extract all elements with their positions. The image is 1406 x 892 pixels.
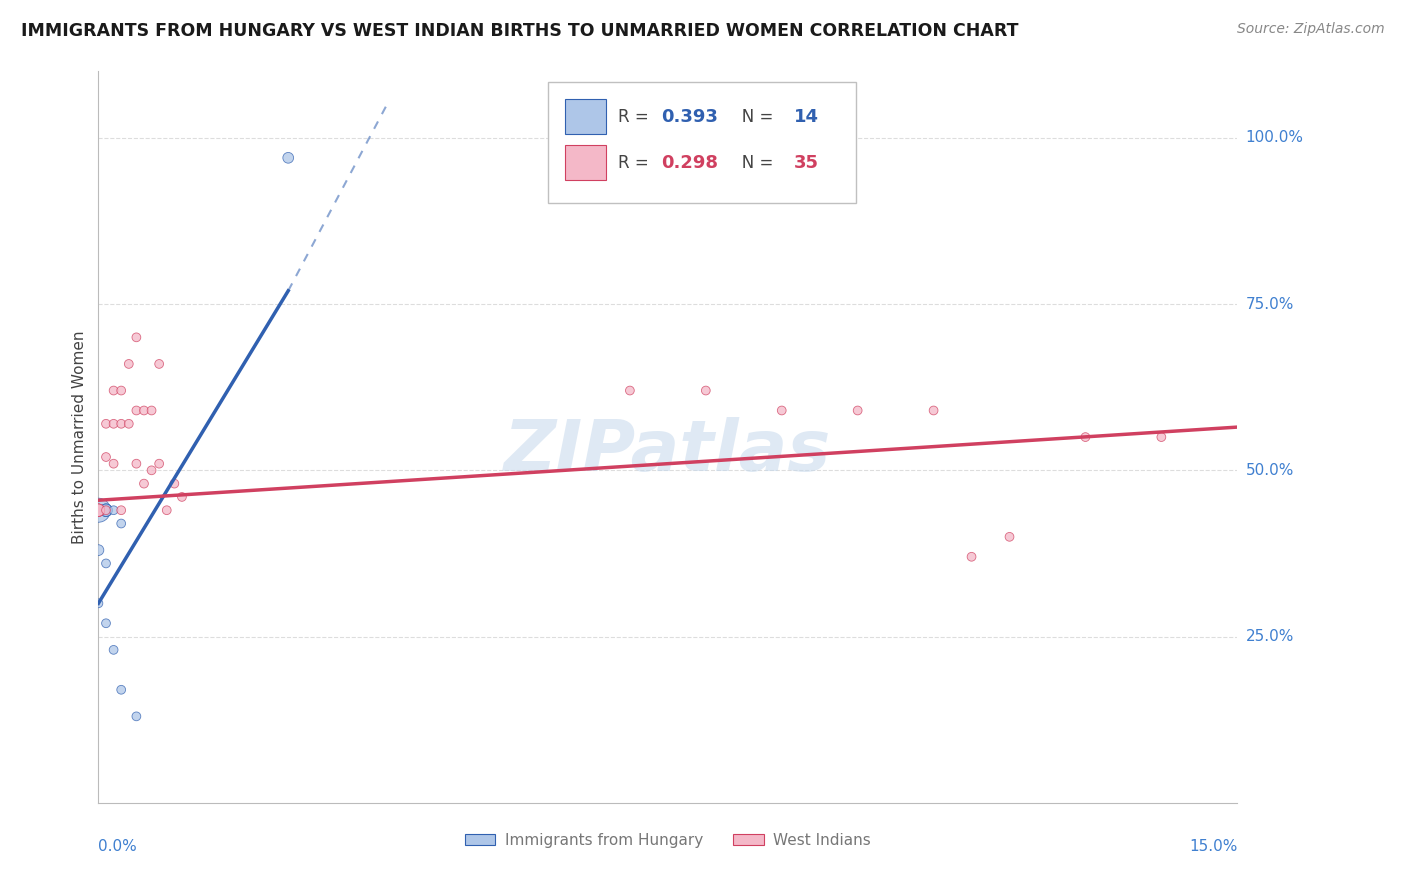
Point xyxy=(110,682,132,697)
Point xyxy=(770,403,793,417)
Legend: Immigrants from Hungary, West Indians: Immigrants from Hungary, West Indians xyxy=(458,827,877,854)
Text: R =: R = xyxy=(617,108,654,126)
Text: 0.0%: 0.0% xyxy=(98,839,138,855)
Text: N =: N = xyxy=(725,153,779,172)
Point xyxy=(87,503,110,517)
Point xyxy=(94,557,117,571)
Point xyxy=(125,709,148,723)
Point xyxy=(94,503,117,517)
Point xyxy=(148,357,170,371)
Text: 35: 35 xyxy=(794,153,820,172)
FancyBboxPatch shape xyxy=(565,145,606,180)
Y-axis label: Births to Unmarried Women: Births to Unmarried Women xyxy=(72,330,87,544)
Point xyxy=(277,151,299,165)
Point xyxy=(94,417,117,431)
Text: 25.0%: 25.0% xyxy=(1246,629,1294,644)
Text: 100.0%: 100.0% xyxy=(1246,130,1303,145)
Text: N =: N = xyxy=(725,108,779,126)
Text: ZIPatlas: ZIPatlas xyxy=(505,417,831,486)
Point xyxy=(846,403,869,417)
Point xyxy=(1150,430,1173,444)
Point xyxy=(1074,430,1097,444)
Point xyxy=(87,543,110,558)
Point xyxy=(103,384,125,398)
Point xyxy=(118,357,141,371)
Point xyxy=(695,384,717,398)
Point xyxy=(94,616,117,631)
Text: Source: ZipAtlas.com: Source: ZipAtlas.com xyxy=(1237,22,1385,37)
Point xyxy=(118,417,141,431)
Point xyxy=(103,503,125,517)
Point xyxy=(103,457,125,471)
Point xyxy=(619,384,641,398)
Point xyxy=(125,457,148,471)
Text: 15.0%: 15.0% xyxy=(1189,839,1237,855)
Text: IMMIGRANTS FROM HUNGARY VS WEST INDIAN BIRTHS TO UNMARRIED WOMEN CORRELATION CHA: IMMIGRANTS FROM HUNGARY VS WEST INDIAN B… xyxy=(21,22,1018,40)
Point xyxy=(103,417,125,431)
Point xyxy=(87,503,110,517)
Point xyxy=(125,330,148,344)
Point xyxy=(132,403,155,417)
Point xyxy=(132,476,155,491)
Point xyxy=(922,403,945,417)
Point xyxy=(94,450,117,464)
Point xyxy=(156,503,179,517)
Point xyxy=(87,503,110,517)
Point xyxy=(110,503,132,517)
Point xyxy=(163,476,186,491)
FancyBboxPatch shape xyxy=(548,82,856,203)
Point xyxy=(110,417,132,431)
Point xyxy=(170,490,193,504)
Point xyxy=(87,596,110,610)
Point xyxy=(94,503,117,517)
Point xyxy=(103,643,125,657)
Point xyxy=(998,530,1021,544)
Text: 14: 14 xyxy=(794,108,820,126)
Text: 0.393: 0.393 xyxy=(661,108,718,126)
Point xyxy=(125,403,148,417)
Point xyxy=(94,503,117,517)
Point xyxy=(110,384,132,398)
Text: 75.0%: 75.0% xyxy=(1246,297,1294,311)
Point xyxy=(148,457,170,471)
Point xyxy=(960,549,983,564)
Point xyxy=(141,463,163,477)
Point xyxy=(87,503,110,517)
Point xyxy=(141,403,163,417)
Point xyxy=(94,503,117,517)
Point xyxy=(110,516,132,531)
Text: R =: R = xyxy=(617,153,654,172)
Text: 50.0%: 50.0% xyxy=(1246,463,1294,478)
Text: 0.298: 0.298 xyxy=(661,153,718,172)
FancyBboxPatch shape xyxy=(565,99,606,135)
